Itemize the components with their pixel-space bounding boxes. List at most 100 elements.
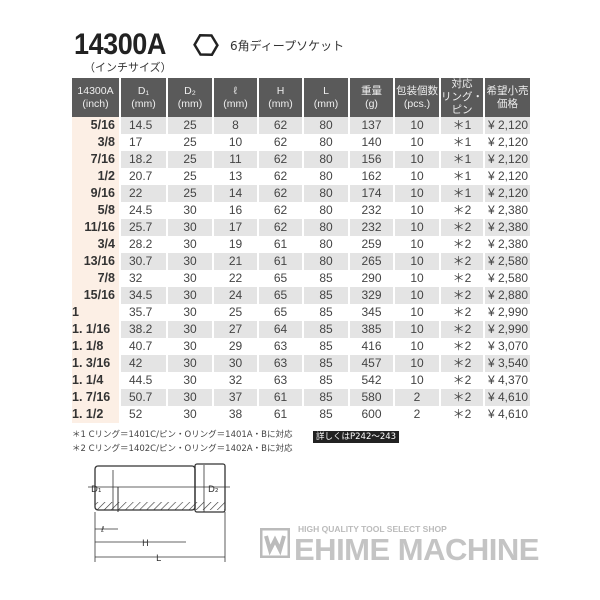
table-cell: 61 xyxy=(257,406,303,423)
table-cell: 62 xyxy=(257,134,303,151)
table-cell: ＊2 xyxy=(439,253,484,270)
table-cell: 30 xyxy=(212,355,258,372)
table-row: 1. 1/8 40.7 30 29 63 85 416 10 ＊2 ¥ 3,070 xyxy=(72,338,530,355)
table-cell: 14 xyxy=(212,185,258,202)
table-cell: 85 xyxy=(302,355,349,372)
size-cell: 1. 3/16 xyxy=(72,355,120,372)
l-label: L xyxy=(156,554,161,562)
size-cell: 1. 7/16 xyxy=(72,389,120,406)
product-description: 6角ディープソケット xyxy=(230,39,345,53)
table-cell: 290 xyxy=(348,270,394,287)
l-small-label: ℓ xyxy=(100,525,104,534)
table-cell: 17 xyxy=(212,219,258,236)
table-cell: 2 xyxy=(393,389,440,406)
table-cell: 62 xyxy=(257,117,303,134)
table-row: 3/8 17 25 10 62 80 140 10 ＊1 ¥ 2,120 xyxy=(72,134,530,151)
table-cell: ¥ 3,070 xyxy=(483,338,530,355)
table-cell: ＊2 xyxy=(439,389,484,406)
table-cell: 10 xyxy=(393,236,440,253)
table-cell: 32 xyxy=(212,372,258,389)
table-cell: 30.7 xyxy=(119,253,167,270)
table-cell: ¥ 2,380 xyxy=(483,202,530,219)
size-cell: 15/16 xyxy=(72,287,120,304)
table-cell: 85 xyxy=(302,389,349,406)
table-cell: 10 xyxy=(393,219,440,236)
table-cell: 18.2 xyxy=(119,151,167,168)
table-cell: 30 xyxy=(166,219,213,236)
size-cell: 1/2 xyxy=(72,168,120,185)
product-subtitle: （インチサイズ） xyxy=(84,61,172,74)
logo-name: EHIME MACHINE xyxy=(294,532,539,567)
table-cell: 2 xyxy=(393,406,440,423)
table-cell: ＊2 xyxy=(439,338,484,355)
table-cell: 25 xyxy=(166,168,213,185)
table-cell: 61 xyxy=(257,236,303,253)
table-cell: 85 xyxy=(302,287,349,304)
table-cell: ¥ 3,540 xyxy=(483,355,530,372)
table-cell: 416 xyxy=(348,338,394,355)
table-cell: 10 xyxy=(393,202,440,219)
table-cell: 10 xyxy=(393,287,440,304)
table-row: 3/4 28.2 30 19 61 80 259 10 ＊2 ¥ 2,380 xyxy=(72,236,530,253)
column-header-line: D₂ xyxy=(184,84,196,97)
table-cell: 457 xyxy=(348,355,394,372)
table-row: 1. 3/16 42 30 30 63 85 457 10 ＊2 ¥ 3,540 xyxy=(72,355,530,372)
table-row: 15/16 34.5 30 24 65 85 329 10 ＊2 ¥ 2,880 xyxy=(72,287,530,304)
footnotes: ＊1 Cリング＝1401C/ピン・Oリング＝1401A・Bに対応 ＊2 Cリング… xyxy=(72,428,292,456)
size-cell: 9/16 xyxy=(72,185,120,202)
column-header-line: (pcs.) xyxy=(403,97,431,110)
table-cell: 385 xyxy=(348,321,394,338)
table-cell: 85 xyxy=(302,270,349,287)
column-header: D₂ (mm) xyxy=(166,78,213,117)
size-cell: 13/16 xyxy=(72,253,120,270)
table-cell: 22 xyxy=(119,185,167,202)
table-cell: 24.5 xyxy=(119,202,167,219)
table-cell: 32 xyxy=(119,270,167,287)
table-cell: 30 xyxy=(166,372,213,389)
table-cell: ＊1 xyxy=(439,185,484,202)
column-header-line: (mm) xyxy=(131,97,156,110)
table-cell: 16 xyxy=(212,202,258,219)
table-cell: 37 xyxy=(212,389,258,406)
column-header-line: (mm) xyxy=(223,97,248,110)
table-row: 5/16 14.5 25 8 62 80 137 10 ＊1 ¥ 2,120 xyxy=(72,117,530,134)
table-cell: 38 xyxy=(212,406,258,423)
column-header: 希望小売 価格 xyxy=(483,78,530,117)
size-cell: 3/8 xyxy=(72,134,120,151)
table-cell: 10 xyxy=(393,304,440,321)
column-header: H (mm) xyxy=(257,78,303,117)
table-row: 1. 7/16 50.7 30 37 61 85 580 2 ＊2 ¥ 4,610 xyxy=(72,389,530,406)
table-cell: ¥ 2,380 xyxy=(483,219,530,236)
table-cell: 10 xyxy=(393,168,440,185)
table-cell: 80 xyxy=(302,168,349,185)
product-title: 14300A xyxy=(74,28,166,61)
table-cell: 85 xyxy=(302,372,349,389)
size-cell: 11/16 xyxy=(72,219,120,236)
table-cell: 63 xyxy=(257,338,303,355)
column-header: D₁ (mm) xyxy=(119,78,167,117)
column-header: ℓ (mm) xyxy=(212,78,258,117)
table-cell: 10 xyxy=(393,372,440,389)
table-cell: 50.7 xyxy=(119,389,167,406)
table-cell: 63 xyxy=(257,372,303,389)
table-cell: 80 xyxy=(302,219,349,236)
column-header: 包装個数 (pcs.) xyxy=(393,78,440,117)
table-cell: 30 xyxy=(166,287,213,304)
table-cell: 80 xyxy=(302,117,349,134)
table-cell: 14.5 xyxy=(119,117,167,134)
size-cell: 1 xyxy=(72,304,120,321)
table-cell: 30 xyxy=(166,406,213,423)
table-cell: 10 xyxy=(393,253,440,270)
table-cell: 232 xyxy=(348,219,394,236)
size-cell: 1. 1/8 xyxy=(72,338,120,355)
size-cell: 3/4 xyxy=(72,236,120,253)
table-cell: ＊2 xyxy=(439,406,484,423)
table-cell: ¥ 2,580 xyxy=(483,270,530,287)
size-cell: 7/16 xyxy=(72,151,120,168)
table-cell: 40.7 xyxy=(119,338,167,355)
table-cell: 63 xyxy=(257,355,303,372)
table-cell: 329 xyxy=(348,287,394,304)
table-cell: 156 xyxy=(348,151,394,168)
table-row: 9/16 22 25 14 62 80 174 10 ＊1 ¥ 2,120 xyxy=(72,185,530,202)
table-cell: 10 xyxy=(393,117,440,134)
